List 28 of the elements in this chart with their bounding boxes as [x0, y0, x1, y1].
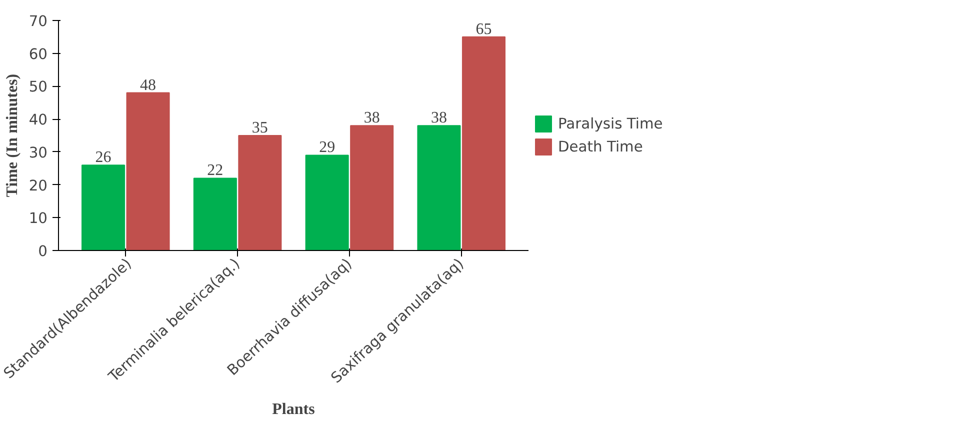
y-tick-label: 10: [28, 210, 48, 228]
data-label: 38: [430, 110, 447, 127]
bar: [350, 125, 394, 250]
data-label: 26: [95, 149, 112, 166]
y-tick-label: 50: [28, 78, 48, 96]
y-tick-label: 40: [28, 112, 48, 129]
data-label: 22: [207, 162, 224, 180]
bar: [417, 125, 461, 250]
y-tick-label: 20: [28, 177, 48, 194]
data-label: 29: [319, 139, 336, 156]
y-tick-label: 30: [28, 144, 48, 162]
x-axis-title: Plants: [272, 400, 315, 418]
bar: [193, 178, 237, 250]
data-label: 48: [140, 76, 156, 94]
bar: [238, 135, 282, 250]
data-label: 38: [364, 110, 380, 127]
y-tick-label: 0: [38, 243, 48, 260]
data-label: 65: [476, 20, 492, 38]
bar: [462, 36, 506, 250]
y-tick-label: 70: [28, 13, 48, 30]
bar: [82, 164, 126, 250]
bar: [305, 154, 349, 250]
data-label: 35: [252, 120, 268, 136]
y-axis-title: Time (In minutes): [4, 74, 21, 198]
legend-label: Paralysis Time: [558, 115, 663, 132]
y-tick-label: 60: [28, 46, 48, 63]
bar: [126, 92, 170, 250]
legend-label: Death Time: [558, 138, 643, 155]
